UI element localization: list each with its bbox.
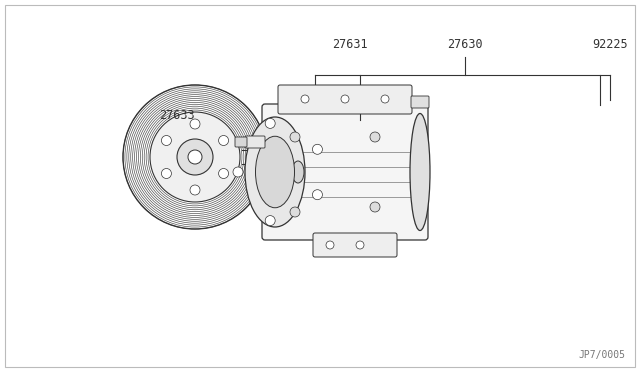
Circle shape: [219, 169, 228, 179]
Circle shape: [301, 95, 309, 103]
Circle shape: [150, 112, 240, 202]
Ellipse shape: [245, 117, 305, 227]
Circle shape: [312, 190, 323, 200]
Circle shape: [190, 119, 200, 129]
Text: 27631: 27631: [332, 38, 368, 51]
Text: 27633: 27633: [159, 109, 195, 122]
FancyBboxPatch shape: [411, 96, 429, 108]
Circle shape: [188, 150, 202, 164]
Ellipse shape: [255, 136, 294, 208]
Circle shape: [370, 202, 380, 212]
Ellipse shape: [292, 161, 304, 183]
Circle shape: [381, 95, 389, 103]
Circle shape: [219, 135, 228, 145]
FancyBboxPatch shape: [262, 104, 428, 240]
Text: 27630: 27630: [447, 38, 483, 51]
Circle shape: [341, 95, 349, 103]
Circle shape: [177, 139, 213, 175]
Circle shape: [233, 167, 243, 177]
Circle shape: [265, 118, 275, 128]
Circle shape: [356, 241, 364, 249]
FancyBboxPatch shape: [313, 233, 397, 257]
Ellipse shape: [410, 113, 430, 231]
Bar: [270, 154, 298, 190]
Circle shape: [312, 144, 323, 154]
FancyBboxPatch shape: [278, 85, 412, 114]
Circle shape: [265, 216, 275, 226]
Circle shape: [290, 132, 300, 142]
Text: 92225: 92225: [592, 38, 628, 51]
Circle shape: [370, 132, 380, 142]
Circle shape: [290, 207, 300, 217]
Text: JP7/0005: JP7/0005: [578, 350, 625, 360]
Circle shape: [161, 135, 172, 145]
Circle shape: [326, 241, 334, 249]
FancyBboxPatch shape: [235, 137, 247, 147]
Circle shape: [161, 169, 172, 179]
Circle shape: [190, 185, 200, 195]
FancyBboxPatch shape: [245, 136, 265, 148]
